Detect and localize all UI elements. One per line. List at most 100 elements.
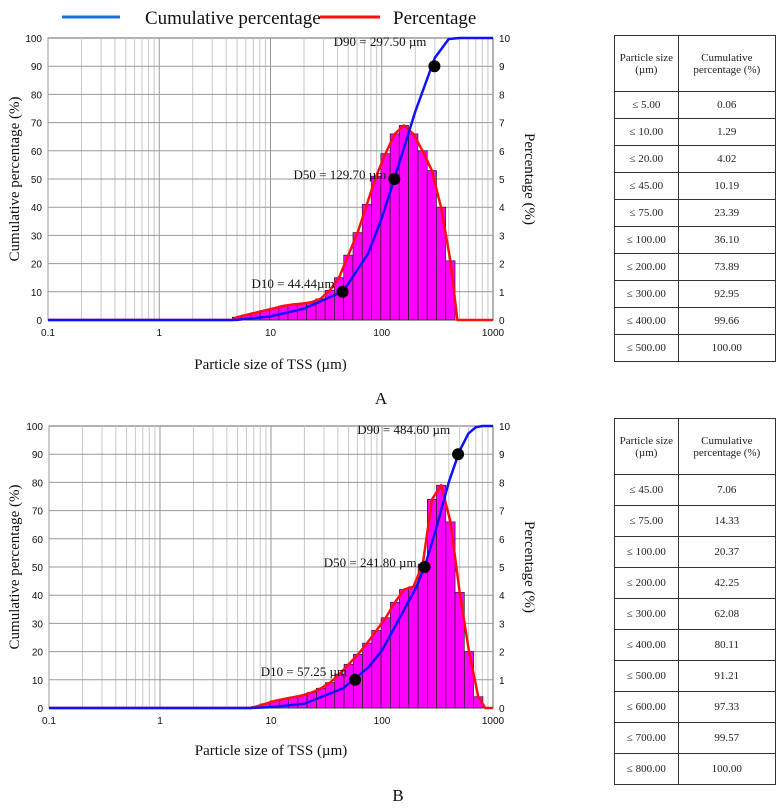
table-row: ≤ 200.00 42.25 — [614, 567, 777, 599]
y2-tick-label: 8 — [499, 90, 505, 101]
histogram-bar — [426, 170, 437, 321]
column-header: Particle size (µm) — [614, 35, 679, 92]
table-cell: ≤ 600.00 — [614, 691, 679, 723]
y-tick-label: 10 — [32, 676, 44, 687]
y2-tick-label: 5 — [499, 563, 505, 574]
table-cell: 92.95 — [677, 280, 777, 308]
y-axis-label: Cumulative percentage (%) — [7, 97, 23, 262]
table-cell: 23.39 — [677, 199, 777, 227]
y-tick-label: 70 — [32, 507, 44, 518]
legend: Cumulative percentage Percentage — [62, 8, 476, 29]
x-tick-label: 100 — [374, 716, 391, 727]
y2-tick-label: 1 — [499, 676, 505, 687]
table-cell: 99.66 — [677, 307, 777, 335]
legend-percentage-label: Percentage — [393, 8, 476, 29]
y-tick-label: 60 — [31, 147, 43, 158]
table-header-row: Particle size (µm) Cumulative percentage … — [614, 35, 777, 92]
y-tick-label: 80 — [31, 90, 43, 101]
y-tick-label: 100 — [25, 34, 42, 45]
y2-axis-label: Percentage (%) — [521, 133, 537, 225]
x-tick-label: 1000 — [482, 716, 505, 727]
y-tick-label: 40 — [32, 591, 44, 602]
marker-d90 — [452, 448, 465, 461]
marker-label: D50 = 241.80 µm — [324, 555, 417, 570]
table-cell: ≤ 75.00 — [614, 199, 679, 227]
marker-label: D10 = 44.44µm — [251, 276, 334, 291]
table-cell: 7.06 — [677, 474, 777, 506]
table-cell: ≤ 45.00 — [614, 172, 679, 200]
column-header: Particle size (µm) — [614, 418, 679, 475]
x-tick-label: 1 — [157, 716, 163, 727]
table-cell: ≤ 20.00 — [614, 145, 679, 173]
histogram-bar — [417, 563, 428, 709]
table-cell: ≤ 800.00 — [614, 753, 679, 785]
table-row: ≤ 100.00 20.37 — [614, 536, 777, 568]
y-tick-label: 30 — [32, 619, 44, 630]
y2-tick-label: 10 — [499, 422, 511, 433]
y2-axis-label: Percentage (%) — [521, 521, 537, 613]
histogram-bar — [408, 586, 419, 709]
percentage-line — [48, 124, 493, 322]
table-cell: ≤ 500.00 — [614, 334, 679, 362]
table-cell: ≤ 300.00 — [614, 598, 679, 630]
x-tick-label: 10 — [265, 716, 277, 727]
table-cell: 42.25 — [677, 567, 777, 599]
table-cell: 4.02 — [677, 145, 777, 173]
table-row: ≤ 500.00 91.21 — [614, 660, 777, 692]
table-row: ≤ 45.00 10.19 — [614, 172, 777, 200]
y2-tick-label: 7 — [499, 507, 505, 518]
table-cell: ≤ 45.00 — [614, 474, 679, 506]
column-header: Cumulative percentage (%) — [677, 35, 777, 92]
table-cell: ≤ 75.00 — [614, 505, 679, 537]
marker-label: D50 = 129.70 µm — [293, 167, 386, 182]
table-cell: ≤ 100.00 — [614, 226, 679, 254]
table-cell: 100.00 — [677, 753, 777, 785]
table-row: ≤ 75.00 23.39 — [614, 199, 777, 227]
y-tick-label: 20 — [32, 648, 44, 659]
table-row: ≤ 45.00 7.06 — [614, 474, 777, 506]
histogram-bar — [371, 175, 382, 321]
y-tick-label: 40 — [31, 203, 43, 214]
marker-d10 — [336, 285, 349, 298]
y-tick-label: 20 — [31, 260, 43, 271]
marker-label: D10 = 57.25 µm — [261, 664, 347, 679]
table-cell: 1.29 — [677, 118, 777, 146]
x-tick-label: 10 — [265, 328, 277, 339]
cumulative-line — [49, 424, 493, 710]
cumulative-line — [48, 36, 493, 322]
table-cell: 62.08 — [677, 598, 777, 630]
marker-d10 — [349, 673, 362, 686]
table-cell: ≤ 400.00 — [614, 307, 679, 335]
y2-tick-label: 7 — [499, 119, 505, 130]
table-cell: 10.19 — [677, 172, 777, 200]
histogram-bar — [389, 133, 400, 321]
table-row: ≤ 400.00 99.66 — [614, 307, 777, 335]
table-cell: 97.33 — [677, 691, 777, 723]
y-tick-label: 50 — [31, 175, 43, 186]
y-tick-label: 100 — [26, 422, 43, 433]
y-tick-label: 0 — [36, 316, 42, 327]
table-cell: 99.57 — [677, 722, 777, 754]
y-axis-label: Cumulative percentage (%) — [7, 485, 23, 650]
y-tick-label: 60 — [32, 535, 44, 546]
y-tick-label: 50 — [32, 563, 44, 574]
marker-d90 — [428, 60, 441, 73]
x-axis-label: Particle size of TSS (µm) — [194, 357, 347, 373]
table-cell: ≤ 5.00 — [614, 91, 679, 119]
caption-b: B — [392, 786, 403, 805]
table-b: Particle size (µm) Cumulative percentage … — [614, 418, 777, 785]
table-row: ≤ 800.00 100.00 — [614, 753, 777, 785]
x-axis-label: Particle size of TSS (µm) — [195, 743, 348, 759]
y-tick-label: 90 — [31, 62, 43, 73]
table-cell: 80.11 — [677, 629, 777, 661]
y2-tick-label: 6 — [499, 147, 505, 158]
table-a: Particle size (µm) Cumulative percentage … — [614, 35, 777, 362]
histogram-bar — [464, 651, 474, 709]
chart-panel-b: 0.1 1 10 100 1000010203040506070809010001234… — [7, 422, 537, 759]
table-cell: ≤ 700.00 — [614, 722, 679, 754]
table-row: ≤ 500.00 100.00 — [614, 334, 777, 362]
table-row: ≤ 700.00 99.57 — [614, 722, 777, 754]
table-row: ≤ 300.00 92.95 — [614, 280, 777, 308]
y2-tick-label: 9 — [499, 62, 505, 73]
